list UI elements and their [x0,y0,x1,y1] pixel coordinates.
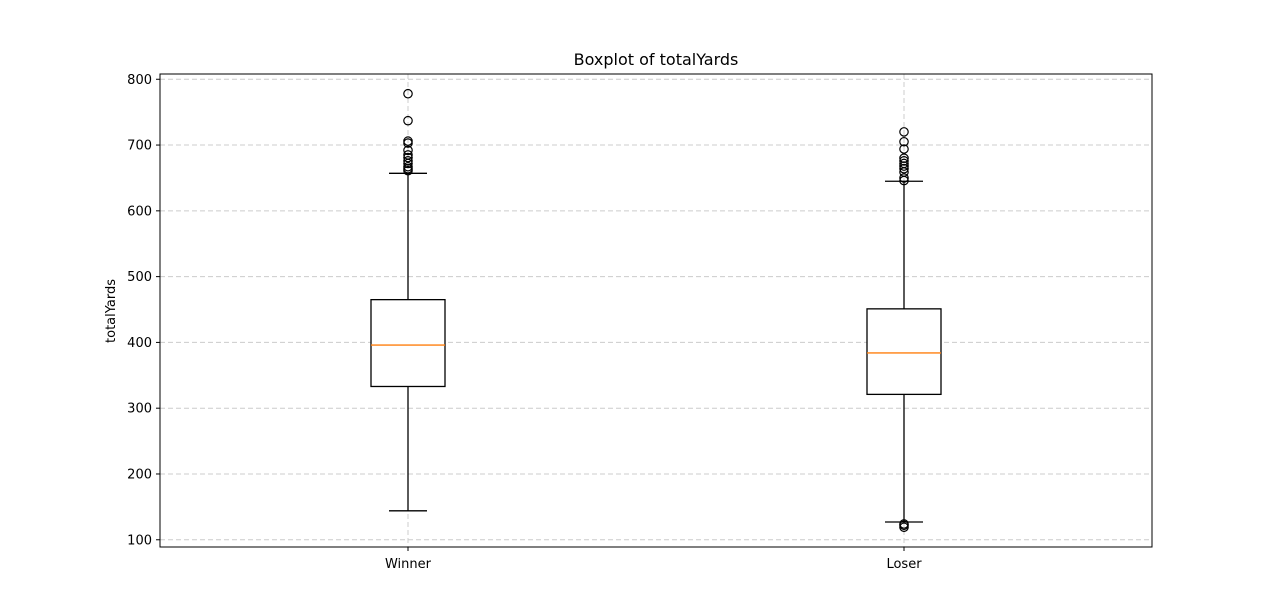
outlier-point [899,156,909,166]
outlier-point [899,153,909,164]
y-axis-label: totalYards [104,279,119,343]
outlier-point [403,145,413,156]
y-axis-ticks: 100 200 300 400 500 600 700 800 [127,73,160,548]
y-tick-label: 800 [127,73,152,88]
x-tick-label: Winner [385,557,432,572]
x-axis-ticks: Winner Loser [385,547,922,572]
y-tick-label: 700 [127,139,152,154]
chart-title: Boxplot of totalYards [574,50,739,69]
outlier-point [899,519,909,529]
y-tick-label: 400 [127,336,152,351]
outlier-point [403,136,413,146]
y-tick-label: 500 [127,270,152,285]
outlier-point [899,173,909,183]
outlier-point [403,161,413,172]
grid-lines [160,74,1152,547]
outlier-point [403,156,413,166]
outlier-point [899,136,909,147]
y-tick-label: 600 [127,204,152,219]
outlier-point [403,152,413,163]
y-tick-label: 100 [127,533,152,548]
x-tick-label: Loser [886,557,922,572]
boxes [370,88,942,533]
outlier-point [899,158,909,169]
outlier-point [899,127,909,137]
box-loser [866,127,942,533]
outlier-point [403,88,413,99]
iqr-box [370,298,446,388]
plot-area-frame [159,73,1153,548]
outlier-point [403,115,413,126]
y-tick-label: 300 [127,402,152,417]
y-tick-label: 200 [127,467,152,482]
iqr-box [866,308,942,396]
box-winner [370,88,446,512]
outlier-point [403,150,413,160]
outlier-point [899,144,909,154]
